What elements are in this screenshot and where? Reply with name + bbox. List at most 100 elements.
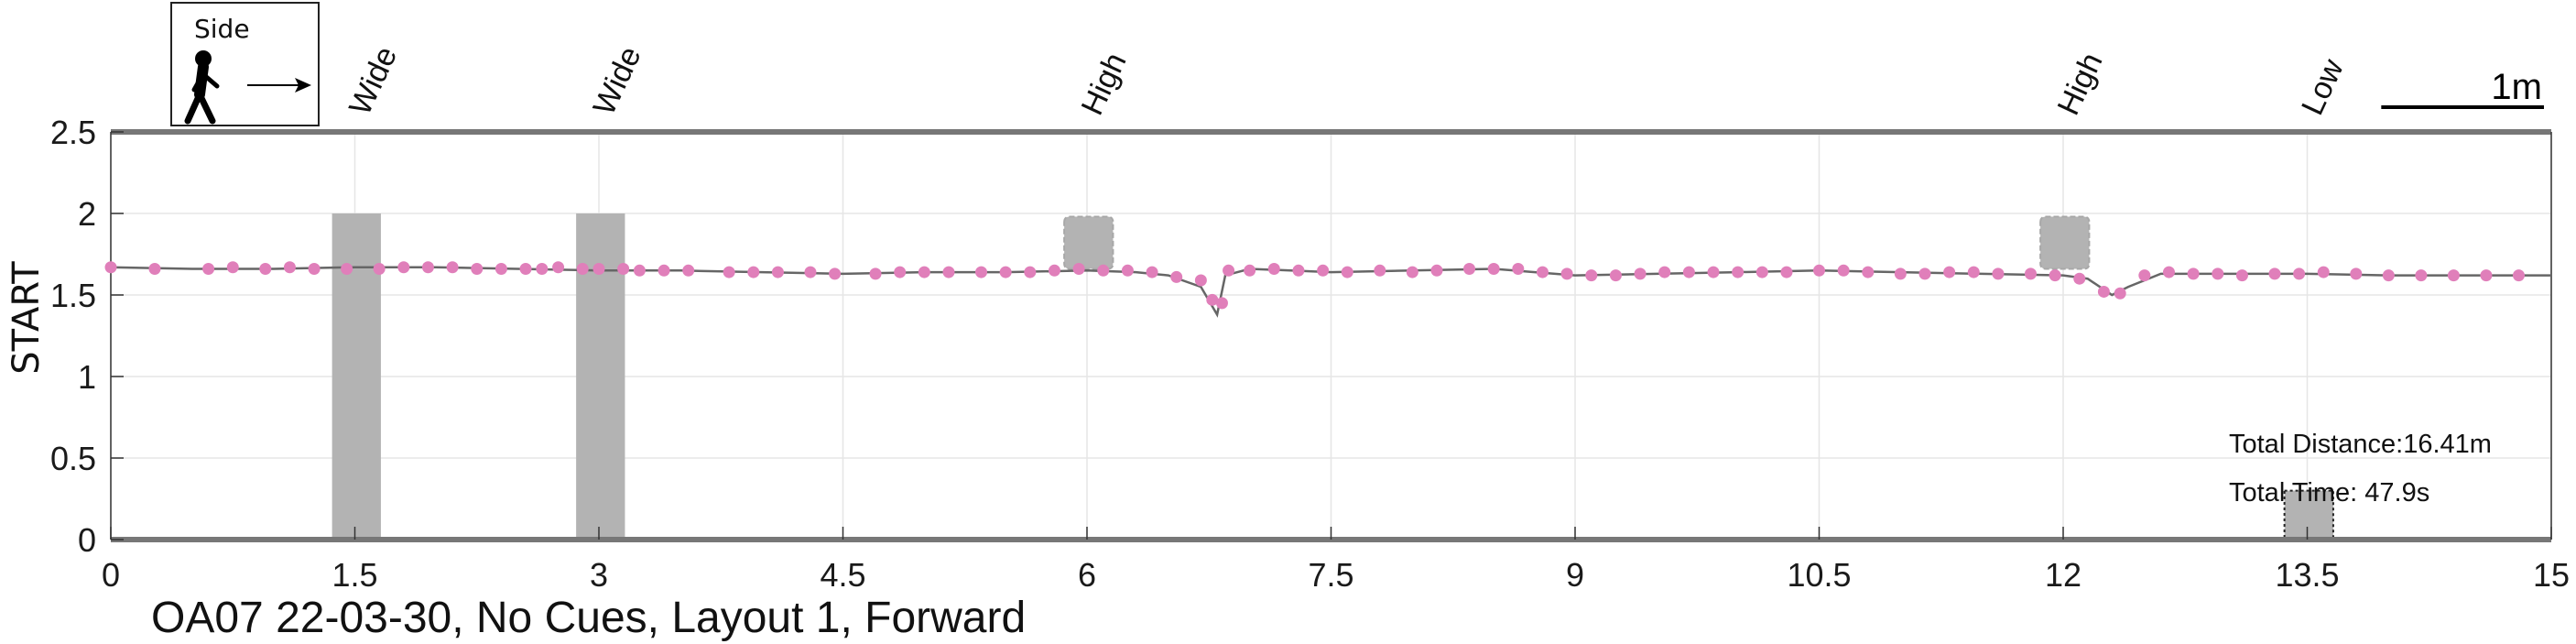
trajectory-point: [1463, 263, 1476, 276]
trajectory-point: [617, 263, 630, 276]
trajectory-point: [918, 266, 930, 278]
trajectory-point: [999, 266, 1012, 278]
trajectory-point: [397, 261, 410, 274]
trajectory-point: [1658, 266, 1671, 278]
grid-lines: [110, 131, 2552, 540]
legend-title: Side: [194, 14, 250, 44]
trajectory-point: [1244, 264, 1256, 277]
right-arrow-icon: [247, 78, 311, 93]
trajectory-point: [2415, 269, 2428, 282]
x-tick-label: 13.5: [2275, 556, 2339, 594]
trajectory-point: [2350, 267, 2363, 280]
trajectory-point: [1121, 264, 1134, 277]
obstacle-high: [1063, 215, 1114, 270]
trajectory-point: [869, 267, 882, 280]
trajectory-point: [1341, 266, 1353, 278]
trajectory-point: [552, 261, 565, 274]
trajectory-point: [1170, 270, 1183, 283]
x-tick-label: 6: [1078, 556, 1096, 594]
trajectory-point: [723, 266, 735, 278]
total-distance-annotation: Total Distance:16.41m: [2229, 430, 2492, 459]
trajectory-point: [2187, 267, 2200, 280]
trajectory-point: [1780, 266, 1793, 278]
x-tick-label: 1.5: [332, 556, 377, 594]
trajectory-point: [1374, 264, 1386, 277]
trajectory-point: [308, 263, 321, 276]
trajectory-point: [2382, 269, 2395, 282]
axes: [110, 129, 2552, 542]
trajectory-series: [104, 261, 2551, 318]
trajectory-point: [829, 267, 842, 280]
y-axis-label: START: [5, 261, 48, 375]
trajectory-point: [202, 263, 215, 276]
trajectory-point: [771, 266, 784, 278]
trajectory-point: [283, 261, 296, 274]
trajectory-point: [148, 263, 161, 276]
trajectory-point: [2114, 287, 2126, 300]
trajectory-point: [894, 266, 907, 278]
obstacle-high: [2039, 215, 2091, 270]
y-tick-label: 0.5: [50, 440, 96, 477]
trajectory-point: [975, 266, 988, 278]
trajectory-point: [1206, 293, 1219, 306]
trajectory-point: [1267, 263, 1280, 276]
total-time-annotation: Total Time: 47.9s: [2229, 478, 2429, 508]
trajectory-point: [373, 263, 386, 276]
trajectory-point: [2162, 266, 2175, 278]
trajectory-point: [259, 263, 272, 276]
trajectory-point: [536, 263, 549, 276]
y-tick-label: 2.5: [50, 114, 96, 151]
x-tick-label: 9: [1566, 556, 1584, 594]
trajectory-point: [1048, 264, 1060, 277]
y-tick-label: 1: [78, 358, 96, 396]
trajectory-point: [2073, 272, 2086, 285]
trajectory-point: [942, 266, 955, 278]
trajectory-point: [1536, 266, 1549, 278]
x-tick-label: 12: [2045, 556, 2081, 594]
obstacle-label: Low: [2295, 53, 2351, 120]
trajectory-point: [104, 261, 117, 274]
trajectory-point: [1487, 263, 1500, 276]
scale-bar: 1m: [2381, 67, 2544, 109]
trajectory-point: [1682, 266, 1695, 278]
trajectory-point: [226, 261, 239, 274]
trajectory-point: [592, 263, 605, 276]
obstacle-label: Wide: [587, 41, 648, 120]
trajectory-point: [2212, 267, 2224, 280]
trajectory-point: [341, 263, 353, 276]
trajectory-point: [576, 263, 589, 276]
trajectory-point: [1146, 266, 1158, 278]
trajectory-point: [1918, 267, 1931, 280]
y-tick-label: 2: [78, 195, 96, 233]
trajectory-point: [1406, 266, 1418, 278]
obstacle-label: High: [1075, 48, 1134, 120]
walking-person-icon: [184, 50, 220, 125]
trajectory-point: [1215, 297, 1228, 310]
obstacle-label: Wide: [342, 41, 404, 120]
trajectory-point: [1813, 264, 1825, 277]
trajectory-point: [658, 264, 670, 277]
trajectory-point: [2317, 266, 2330, 278]
trajectory-point: [1755, 266, 1768, 278]
trajectory-point: [2049, 269, 2061, 282]
trajectory-line: [110, 266, 2551, 318]
trajectory-point: [2097, 285, 2110, 298]
tick-labels: 0 1.5 3 4.5 6 7.5 9 10.5 12 13.5 15 0 0.5 1 1.5 2 2.5: [50, 114, 2570, 594]
trajectory-point: [1732, 266, 1745, 278]
trajectory-point: [682, 264, 695, 277]
trajectory-point: [1430, 264, 1443, 277]
trajectory-point: [804, 266, 817, 278]
y-tick-label: 1.5: [50, 277, 96, 314]
trajectory-point: [495, 263, 507, 276]
obstacle-labels: Wide Wide High High Low: [342, 41, 2351, 120]
x-tick-label: 3: [590, 556, 608, 594]
trajectory-point: [2480, 269, 2493, 282]
chart-title: OA07 22-03-30, No Cues, Layout 1, Forwar…: [151, 594, 1026, 642]
trajectory-point: [1194, 274, 1207, 287]
trajectory-point: [633, 264, 646, 277]
trajectory-point: [1609, 269, 1622, 282]
obstacle-wide: [332, 213, 381, 540]
x-tick-label: 10.5: [1787, 556, 1851, 594]
trajectory-point: [519, 263, 532, 276]
